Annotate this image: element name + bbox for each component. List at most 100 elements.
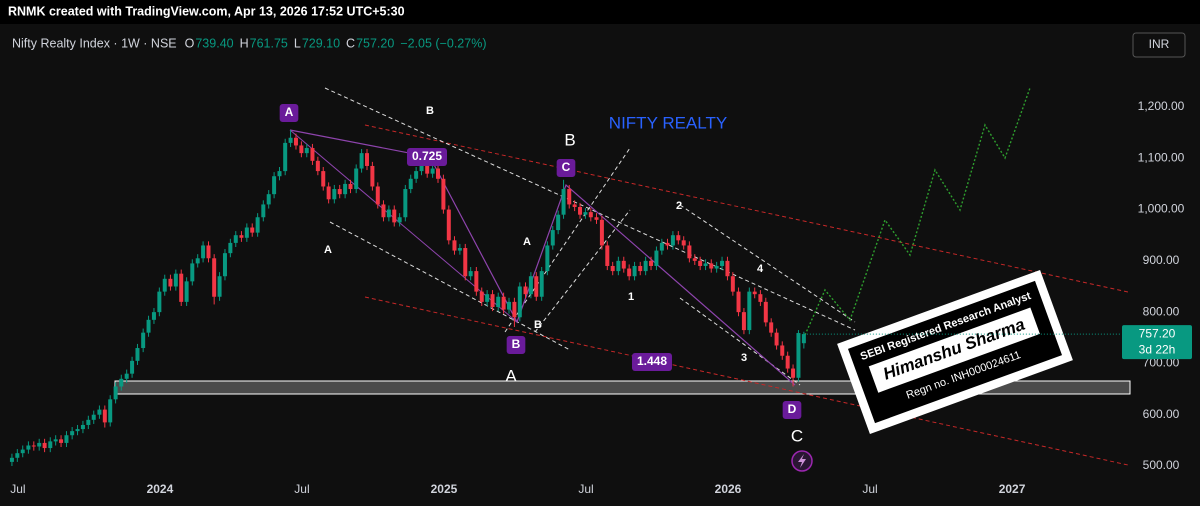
candle-body — [250, 227, 255, 233]
candle-body — [9, 457, 14, 462]
legend-symbol: Nifty Realty Index · 1W · NSE — [12, 36, 177, 50]
candle-body — [233, 235, 238, 243]
candle-body — [632, 265, 637, 277]
candle-body — [485, 294, 490, 302]
candle-body — [141, 332, 146, 349]
x-tick-label: Jul — [862, 482, 877, 496]
candle-body — [561, 189, 566, 215]
candle-body — [31, 445, 36, 447]
candle-body — [293, 137, 298, 146]
countdown-label: 3d 22h — [1139, 342, 1176, 356]
y-tick-label: 1,000.00 — [1138, 202, 1185, 216]
candle-body — [730, 276, 735, 292]
candle-body — [796, 333, 801, 378]
annotation-label: B — [534, 319, 542, 331]
candle-body — [578, 206, 583, 215]
candle-body — [222, 253, 227, 277]
candle-body — [692, 258, 697, 261]
annotation-box — [406, 148, 448, 166]
y-tick-label: 600.00 — [1143, 407, 1180, 421]
candle-body — [173, 273, 178, 287]
candle-body — [304, 148, 309, 154]
candle-body — [517, 286, 522, 318]
candle-body — [277, 171, 282, 177]
candle-body — [321, 171, 326, 187]
annotation-label: 1 — [628, 291, 634, 303]
annotation-label: C — [791, 426, 803, 445]
candle-body — [354, 168, 359, 190]
candle-body — [119, 378, 124, 387]
y-tick-label: 1,100.00 — [1138, 150, 1185, 164]
candle-body — [670, 235, 675, 246]
legend-value: 739.40 — [195, 36, 233, 50]
candle-body — [397, 217, 402, 223]
candle-body — [244, 227, 249, 238]
currency-label: INR — [1149, 37, 1170, 51]
candle-body — [419, 165, 424, 172]
candle-body — [190, 263, 195, 282]
purple-leg — [289, 129, 518, 323]
candle-body — [206, 245, 211, 259]
candle-body — [709, 263, 714, 269]
candle-body — [266, 194, 271, 205]
candle-body — [217, 276, 222, 297]
candle-body — [135, 348, 140, 361]
legend-key: C — [346, 36, 355, 50]
y-tick-label: 1,200.00 — [1138, 99, 1185, 113]
candle-body — [370, 165, 375, 187]
event-bolt — [798, 454, 806, 468]
legend-key: O — [185, 36, 195, 50]
annotation-box — [279, 104, 299, 122]
candle-body — [659, 242, 664, 251]
candle-body — [75, 429, 80, 432]
annotation-box — [631, 353, 673, 371]
candle-body — [184, 281, 189, 302]
candle-body — [763, 301, 768, 323]
candle-body — [539, 271, 544, 297]
trendlines — [289, 87, 1129, 466]
candle-body — [408, 178, 413, 190]
annotation-label: B — [564, 130, 575, 149]
candle-body — [714, 265, 719, 269]
candle-body — [479, 291, 484, 302]
candle-body — [758, 294, 763, 302]
candle-body — [599, 219, 604, 246]
candle-body — [452, 240, 457, 251]
candle-body — [91, 414, 96, 420]
currency-button[interactable] — [1132, 32, 1186, 58]
candle-body — [310, 148, 315, 161]
x-tick-label: 2025 — [431, 482, 458, 496]
candle-body — [496, 296, 501, 308]
stamp: SEBI Registered Research Analyst Himansh… — [837, 269, 1073, 435]
legend-change: −2.05 (−0.27%) — [400, 36, 486, 50]
candle-body — [556, 214, 561, 231]
candle-body — [801, 334, 806, 344]
candle-body — [769, 322, 774, 333]
annotation-label: A — [505, 366, 517, 385]
candle-body — [665, 242, 670, 246]
legend-key: H — [240, 36, 249, 50]
candle-body — [70, 431, 75, 436]
candle-body — [255, 217, 260, 233]
candle-body — [643, 260, 648, 272]
annotation-label: 3 — [741, 352, 747, 364]
x-tick-label: 2027 — [999, 482, 1026, 496]
candle-body — [638, 265, 643, 272]
candle-body — [381, 204, 386, 218]
x-tick-label: Jul — [578, 482, 593, 496]
annotation-label: A — [285, 105, 294, 119]
candle-body — [468, 271, 473, 277]
candle-body — [785, 355, 790, 369]
white-wedge-upper — [679, 204, 856, 323]
candle-body — [179, 273, 184, 302]
candle-body — [102, 409, 107, 423]
white-channel-upper — [324, 87, 856, 331]
candle-body — [774, 332, 779, 346]
candle-body — [436, 168, 441, 179]
candle-body — [698, 260, 703, 266]
candle-body — [386, 209, 391, 218]
candle-body — [195, 258, 200, 264]
legend: Nifty Realty Index · 1W · NSE O 739.40 H 761… — [12, 36, 486, 50]
